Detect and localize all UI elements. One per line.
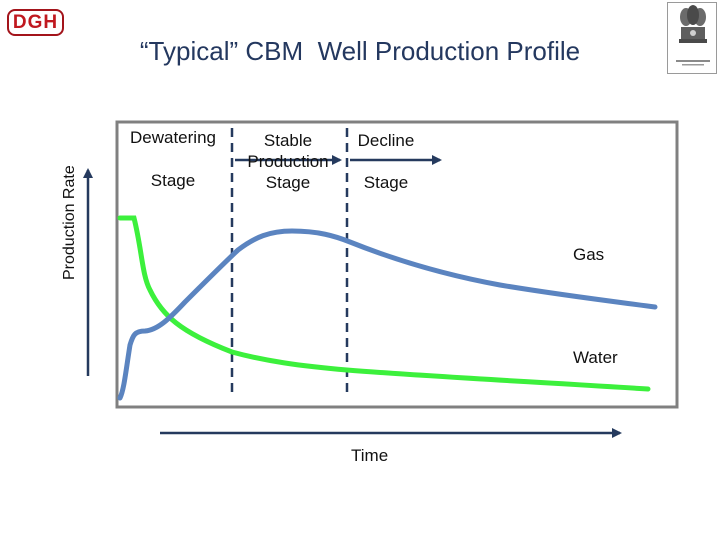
- dewatering-stage-line1: Dewatering: [130, 128, 216, 147]
- decline-stage-line2: Stage: [363, 173, 409, 192]
- x-axis-label: Time: [351, 446, 389, 465]
- dgh-logo: DGH: [7, 9, 64, 36]
- slide-title: “Typical” CBM Well Production Profile: [139, 36, 581, 66]
- chart-frame: [115, 120, 679, 409]
- decline-stage-line1: Decline: [357, 131, 415, 150]
- stable-stage-line1: Stable: [263, 131, 313, 150]
- decline-stage-label: Decline Stage: [340, 130, 432, 193]
- stable-production-stage-label: Stable Production Stage: [233, 130, 343, 193]
- stable-stage-line2: Production: [247, 152, 329, 171]
- state-emblem-icon: [667, 2, 717, 74]
- water-label: Water: [573, 348, 618, 367]
- dewatering-stage-label: Dewatering Stage: [112, 127, 234, 191]
- stable-stage-line3: Stage: [265, 173, 311, 192]
- dewatering-stage-line2: Stage: [150, 171, 196, 190]
- gas-curve: [117, 228, 658, 401]
- dgh-logo-text: DGH: [12, 12, 59, 33]
- water-curve: [117, 215, 651, 392]
- gas-label: Gas: [573, 245, 605, 264]
- y-axis-label: Production Rate: [61, 165, 78, 280]
